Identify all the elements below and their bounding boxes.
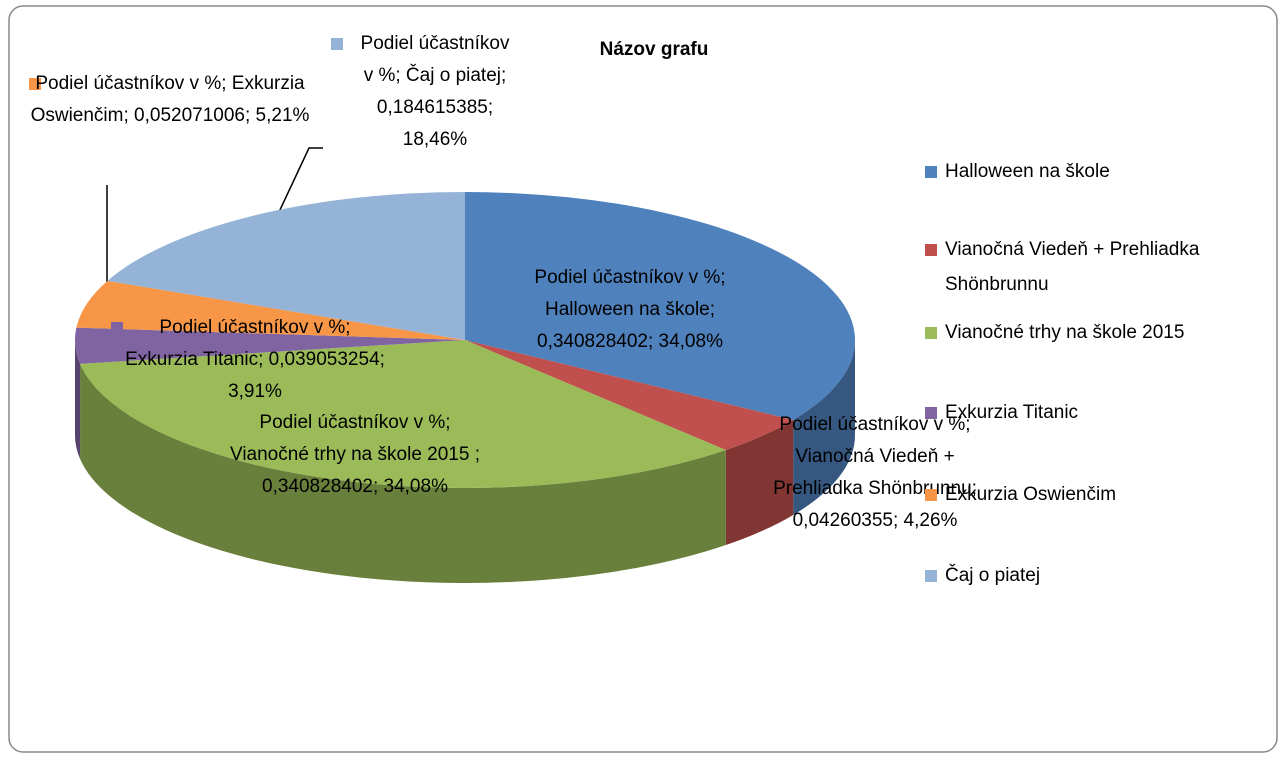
legend-label: Exkurzia Titanic: [945, 402, 1078, 423]
legend-label: Vianočná Viedeň + Prehliadka Shönbrunnu: [945, 239, 1200, 295]
data-label: Podiel účastníkov v %; Vianočná Viedeň + P…: [773, 414, 977, 531]
slice-side-shade: [793, 340, 856, 515]
label-marker: [111, 322, 123, 334]
legend-swatch: [925, 489, 937, 501]
slice: [75, 327, 466, 364]
legend-label: Halloween na škole: [945, 161, 1110, 182]
data-label: Podiel účastníkov v %; Čaj o piatej; 0,184…: [361, 33, 510, 150]
data-label: Podiel účastníkov v %; Halloween na škole…: [534, 267, 725, 352]
legend-swatch: [925, 166, 937, 178]
data-label: Podiel účastníkov v %; Exkurzia Titanic; …: [125, 317, 385, 402]
data-label: Podiel účastníkov v %; Vianočné trhy na š…: [230, 412, 480, 497]
label-marker: [731, 419, 743, 431]
slice: [465, 191, 856, 420]
slice: [107, 192, 465, 340]
chart-title: Názov grafu: [600, 39, 709, 60]
legend-label: Čaj o piatej: [945, 564, 1040, 586]
legend-label: Exkurzia Oswienčim: [945, 484, 1116, 505]
slice: [465, 340, 794, 451]
legend-swatch: [925, 570, 937, 582]
slice-side: [75, 340, 81, 459]
slice-side-shade: [75, 340, 81, 459]
legend-swatch: [925, 407, 937, 419]
slice: [76, 280, 466, 340]
slice: [80, 340, 726, 489]
slice-side: [80, 363, 726, 583]
slice-side-shade: [80, 363, 726, 583]
data-label: Podiel účastníkov v %; Exkurzia Oswienčim…: [31, 73, 310, 126]
leader-line: [278, 147, 323, 213]
label-marker: [484, 272, 496, 284]
legend-swatch: [925, 244, 937, 256]
slice-side: [793, 340, 856, 515]
label-marker: [202, 417, 214, 429]
legend-label: Vianočné trhy na škole 2015: [945, 322, 1184, 343]
slice-side: [725, 419, 794, 546]
label-marker: [331, 38, 343, 50]
legend-swatch: [925, 327, 937, 339]
label-marker: [29, 78, 41, 90]
slice-side-shade: [725, 419, 794, 546]
